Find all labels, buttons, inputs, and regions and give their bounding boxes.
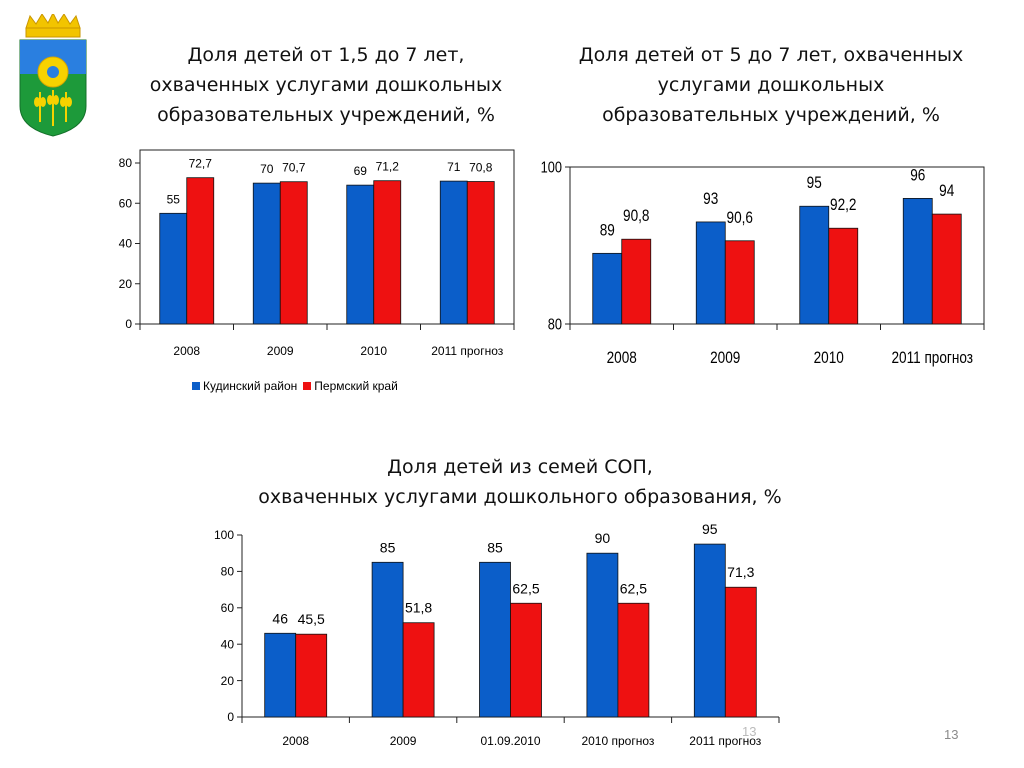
legend-swatch-series-b	[303, 382, 312, 390]
chart1-data-label-series-a: 55	[167, 192, 181, 206]
chart2-data-label-series-a: 93	[703, 190, 718, 209]
chart2-data-label-series-b: 90,6	[727, 208, 753, 227]
chart3-ytick-label: 60	[221, 601, 235, 615]
chart3-bar-series-a	[479, 561, 511, 718]
page-number: 13	[944, 727, 959, 742]
chart3-data-label-series-b: 62,5	[620, 580, 647, 596]
chart1-data-label-series-a: 70	[260, 162, 274, 176]
chart2-bar-series-a	[902, 197, 933, 325]
chart3-ytick-label: 20	[221, 674, 235, 688]
chart3-ytick-label: 40	[221, 637, 235, 651]
chart3-category-label: 2010 прогноз	[581, 734, 654, 748]
coat-of-arms-emblem	[19, 14, 87, 137]
chart2-category-label: 2009	[710, 349, 740, 368]
chart2-data-label-series-b: 94	[939, 182, 955, 201]
chart2-data-label-series-a: 95	[807, 174, 822, 193]
chart3-bar-series-b	[617, 602, 650, 718]
chart3-bar-series-b	[510, 602, 542, 718]
chart3-data-label-series-b: 62,5	[512, 580, 539, 596]
chart1-ytick-label: 40	[119, 237, 133, 251]
chart3-bar-series-a	[586, 552, 619, 718]
chart1-ytick-label: 0	[125, 317, 132, 331]
chart1-title: Доля детей от 1,5 до 7 лет, охваченных у…	[149, 44, 503, 126]
chart3-ytick-label: 80	[221, 565, 235, 579]
chart1-data-label-series-a: 69	[354, 164, 368, 178]
chart1-bar-series-a	[159, 212, 188, 325]
chart3-data-label-series-a: 90	[595, 530, 611, 546]
legend-item-series-b: Пермский край	[303, 379, 398, 393]
chart1-data-label-series-b: 70,8	[469, 161, 493, 175]
chart1-bar-series-a	[346, 184, 375, 325]
chart3-category-label: 2008	[282, 734, 309, 748]
chart2-bar-series-b	[621, 238, 652, 325]
chart1-ytick-label: 20	[119, 277, 133, 291]
chart1-bar-series-a	[252, 182, 281, 325]
chart2-category-label: 2011 прогноз	[891, 349, 973, 368]
chart3-bar-series-b	[295, 633, 328, 718]
chart2-data-label-series-a: 96	[910, 166, 925, 185]
chart2-bar-series-a	[695, 221, 726, 325]
chart1-category-label: 2008	[173, 344, 200, 358]
chart3-data-label-series-a: 95	[702, 521, 718, 537]
chart3-data-label-series-a: 46	[272, 610, 288, 626]
chart3-data-label-series-a: 85	[487, 539, 503, 555]
chart3-data-label-series-b: 71,3	[727, 564, 754, 580]
legend-label-series-a: Кудинский район	[203, 379, 298, 393]
chart1-ytick-label: 60	[119, 196, 133, 210]
chart2-bar-series-b	[828, 227, 859, 325]
chart3-bar-series-b	[724, 586, 757, 718]
chart1-category-label: 2009	[267, 344, 294, 358]
chart3-bar-series-b	[402, 622, 435, 718]
chart2-bar-series-a	[799, 205, 830, 325]
chart1-bar-series-b	[373, 180, 402, 325]
chart3-bar-series-a	[371, 561, 404, 718]
chart1-data-label-series-b: 72,7	[189, 157, 213, 171]
chart3-category-label: 2009	[390, 734, 417, 748]
chart3-data-label-series-b: 45,5	[298, 611, 325, 627]
chart1-bar-series-b	[186, 177, 215, 325]
chart2-data-label-series-a: 89	[600, 221, 615, 240]
chart3-ytick-label: 100	[214, 528, 234, 542]
legend-label-series-b: Пермский край	[314, 379, 398, 393]
chart1-data-label-series-b: 71,2	[376, 160, 400, 174]
chart2-title: Доля детей от 5 до 7 лет, охваченных усл…	[578, 44, 964, 126]
chart1-bar-series-b	[466, 181, 495, 325]
chart1-category-label: 2010	[360, 344, 387, 358]
chart1-bar-series-b	[279, 181, 308, 325]
crown-icon	[25, 14, 81, 29]
chart2-bar-series-b	[724, 240, 755, 325]
chart3-bar-series-a	[264, 632, 297, 718]
chart2-data-label-series-b: 92,2	[830, 196, 856, 215]
chart3-title: Доля детей из семей СОП, охваченных услу…	[258, 456, 782, 508]
faint-page-number: 13	[742, 724, 757, 739]
chart3-ytick-label: 0	[227, 710, 234, 724]
chart3-bar-series-a	[693, 543, 726, 718]
chart2-category-label: 2010	[814, 349, 844, 368]
chart2-bar-series-a	[592, 252, 623, 325]
chart1-data-label-series-a: 71	[447, 160, 461, 174]
chart3-category-label: 2011 прогноз	[689, 734, 762, 748]
chart1-legend: Кудинский район Пермский край	[192, 379, 398, 393]
chart1-data-label-series-b: 70,7	[282, 161, 306, 175]
chart1-ytick-label: 80	[119, 156, 133, 170]
chart3-data-label-series-b: 51,8	[405, 600, 432, 616]
chart2-ytick-label: 80	[548, 316, 562, 334]
chart1-category-label: 2011 прогноз	[431, 344, 504, 358]
chart1-bar-series-a	[439, 180, 468, 325]
chart3-data-label-series-a: 85	[380, 539, 396, 555]
chart2-bar-series-b	[931, 213, 962, 325]
chart2-category-label: 2008	[607, 349, 637, 368]
legend-swatch-series-a	[192, 382, 200, 390]
chart2-ytick-label: 100	[541, 159, 562, 177]
chart3-category-label: 01.09.2010	[480, 734, 540, 748]
legend-item-series-a: Кудинский район	[192, 379, 297, 393]
chart2-data-label-series-b: 90,8	[623, 207, 649, 226]
